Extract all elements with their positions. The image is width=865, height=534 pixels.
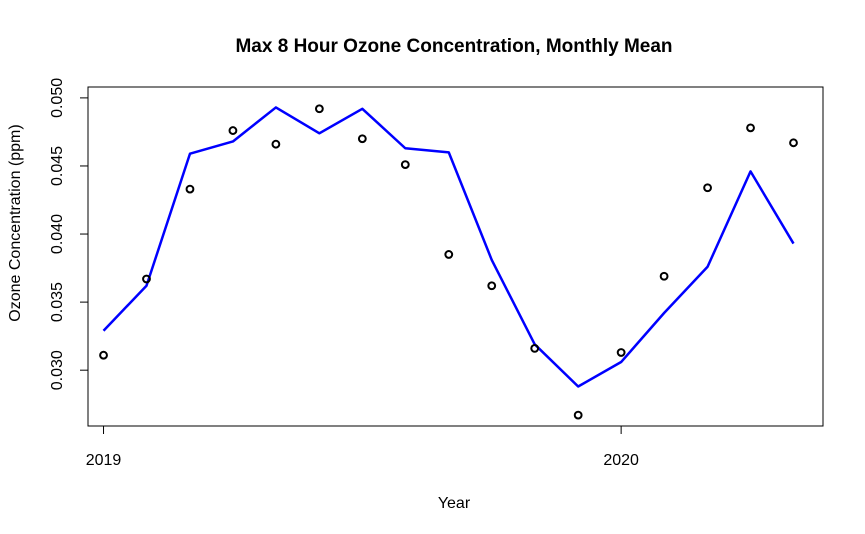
data-point [530,343,540,353]
data-point [314,104,324,114]
series-layer [99,104,798,420]
x-axis: 2019 2020 [86,425,639,469]
chart-title: Max 8 Hour Ozone Concentration, Monthly … [235,36,672,57]
data-point [616,348,626,357]
x-tick-label: 2019 [86,452,122,469]
data-point [228,126,238,135]
y-axis: 0.030 0.035 0.040 0.045 0.050 [49,78,89,390]
data-point [142,274,151,284]
data-point [400,160,410,170]
data-point [185,184,195,194]
data-point [487,281,497,291]
y-tick-label: 0.035 [49,282,66,322]
data-point [746,123,755,133]
y-tick-label: 0.040 [49,214,66,254]
data-point [99,350,108,360]
x-tick-label: 2020 [603,452,639,469]
x-axis-label: Year [438,495,471,512]
fitted-line [102,106,795,388]
data-point [444,250,454,259]
data-point [357,134,367,144]
y-tick-label: 0.050 [49,78,66,118]
data-point [703,183,712,193]
data-point [789,138,798,148]
y-tick-label: 0.045 [49,146,66,186]
data-point [573,410,583,420]
data-point [271,139,281,149]
data-point [659,271,669,281]
y-axis-label: Ozone Concentration (ppm) [7,124,24,321]
y-tick-label: 0.030 [49,350,66,390]
